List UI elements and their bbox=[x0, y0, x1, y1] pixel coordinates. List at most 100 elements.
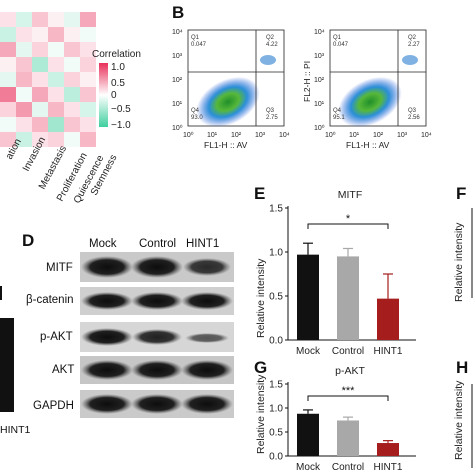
heatmap-cell bbox=[80, 12, 96, 27]
y-tick-label: 10⁴ bbox=[172, 29, 183, 36]
y-tick-label: 10² bbox=[314, 77, 325, 84]
heatmap-cell bbox=[64, 87, 80, 102]
colorbar-title: Correlation bbox=[92, 49, 141, 60]
colorbar-tick: 1.0 bbox=[111, 62, 125, 73]
bar-control bbox=[337, 420, 359, 456]
y-tick-label: 10⁰ bbox=[172, 124, 183, 132]
heatmap-cell bbox=[48, 72, 64, 87]
heatmap-cell bbox=[80, 72, 96, 87]
quadrant-label-q1-line: 0.047 bbox=[191, 42, 207, 48]
heatmap-cell bbox=[32, 57, 48, 72]
heatmap-cell bbox=[64, 42, 80, 57]
wb-row-label-gapdh: GAPDH bbox=[33, 400, 74, 412]
bar-hint1 bbox=[377, 298, 399, 340]
heatmap-cell bbox=[80, 42, 96, 57]
quadrant-label-q2-line: 4.22 bbox=[266, 42, 278, 48]
heatmap-cell bbox=[80, 102, 96, 117]
y-tick-label: 10¹ bbox=[314, 101, 325, 108]
heatmap-cell bbox=[64, 72, 80, 87]
y-tick-label: 10³ bbox=[314, 53, 325, 60]
heatmap-cell bbox=[32, 132, 48, 147]
heatmap-cell bbox=[32, 72, 48, 87]
heatmap-cell bbox=[16, 12, 32, 27]
quadrant-label-q4-line: Q4 bbox=[333, 108, 342, 114]
panel-label-g: G bbox=[254, 358, 268, 377]
heatmap-cell bbox=[48, 57, 64, 72]
panel-label-b: B bbox=[172, 3, 185, 22]
cell-population bbox=[196, 76, 260, 128]
heatmap-cell bbox=[64, 27, 80, 42]
significance-bracket bbox=[307, 395, 389, 401]
heatmap-grid bbox=[0, 12, 96, 147]
heatmap-cell bbox=[0, 102, 16, 117]
heatmap-cell bbox=[0, 87, 16, 102]
wb-strip-gapdh bbox=[80, 390, 234, 418]
chart-f-fragment: Relative intensity bbox=[453, 208, 473, 302]
wb-strip-p-akt bbox=[80, 322, 234, 352]
quadrant-label-q2-line: 2.27 bbox=[408, 42, 420, 48]
significance-bracket bbox=[307, 223, 389, 229]
y-axis-label: FL2-H :: PI bbox=[302, 61, 312, 102]
y-tick-label: 10⁴ bbox=[314, 29, 325, 36]
lane-label-hint1: HINT1 bbox=[186, 238, 220, 250]
heatmap-cell bbox=[48, 132, 64, 147]
significance-marker: *** bbox=[342, 385, 356, 397]
y-tick-label: 0.5 bbox=[269, 292, 283, 303]
x-tick-label: HINT1 bbox=[374, 462, 403, 473]
heatmap-cell bbox=[16, 72, 32, 87]
x-tick-label: Mock bbox=[296, 462, 321, 473]
quadrant-label-q2-line: Q2 bbox=[408, 35, 417, 41]
chart-title: MITF bbox=[338, 190, 363, 201]
colorbar-tick: 0 bbox=[111, 90, 117, 101]
y-axis-label: Relative intensity bbox=[453, 380, 465, 460]
heatmap-cell bbox=[48, 102, 64, 117]
y-tick-label: 10² bbox=[172, 77, 183, 84]
heatmap-cell bbox=[80, 57, 96, 72]
heatmap-cell bbox=[32, 102, 48, 117]
significance-marker: * bbox=[346, 213, 351, 225]
x-tick-label: 10¹ bbox=[207, 132, 218, 139]
chart-h-fragment: Relative intensity bbox=[453, 380, 473, 468]
wb-row-label-p-akt: p-AKT bbox=[40, 331, 73, 343]
heatmap-cell bbox=[80, 117, 96, 132]
heatmap-cell bbox=[16, 57, 32, 72]
colorbar-tick: −0.5 bbox=[111, 104, 131, 115]
y-tick-label: 0.0 bbox=[269, 336, 283, 347]
quadrant-label-q3-line: Q3 bbox=[266, 108, 275, 114]
heatmap-cell bbox=[64, 102, 80, 117]
heatmap-cell bbox=[64, 12, 80, 27]
x-tick-label: HINT1 bbox=[374, 346, 403, 357]
x-tick-label: 10³ bbox=[255, 132, 266, 139]
y-tick-label: 1.5 bbox=[269, 204, 283, 215]
x-tick-label: Control bbox=[332, 346, 364, 357]
x-tick-label: 10⁴ bbox=[421, 132, 432, 139]
heatmap-panel: Correlation 1.0 0.5 0 −0.5 −1.0 ation In… bbox=[0, 12, 141, 205]
colorbar-tick: −1.0 bbox=[111, 120, 131, 131]
heatmap-cell bbox=[0, 132, 16, 147]
heatmap-cell bbox=[16, 27, 32, 42]
quadrant-label-q4: Q4 93.0 bbox=[191, 108, 203, 121]
quadrant-label-q2-line: Q2 bbox=[266, 35, 275, 41]
quadrant-label-q4-line: Q4 bbox=[191, 108, 200, 114]
y-tick-label: 0.0 bbox=[269, 452, 283, 463]
quadrant-label-q4: Q4 95.1 bbox=[333, 108, 345, 121]
colorbar bbox=[99, 63, 108, 127]
x-tick-label: Control bbox=[332, 462, 364, 473]
y-tick-label: 10³ bbox=[172, 53, 183, 60]
lane-label-mock: Mock bbox=[89, 238, 117, 250]
wb-row-label-beta-catenin: β-catenin bbox=[26, 294, 74, 306]
quadrant-label-q3: Q3 2.75 bbox=[266, 108, 278, 121]
lane-label-control: Control bbox=[139, 238, 177, 250]
panel-label-f: F bbox=[456, 184, 467, 203]
x-axis-label: FL1-H :: AV bbox=[346, 140, 390, 150]
quadrant-label-q1: Q1 0.047 bbox=[333, 35, 349, 48]
heatmap-cell bbox=[32, 12, 48, 27]
heatmap-cell bbox=[0, 57, 16, 72]
wb-strip-mitf bbox=[80, 252, 234, 282]
heatmap-cell bbox=[80, 132, 96, 147]
panel-label-e: E bbox=[254, 184, 266, 203]
heatmap-cell bbox=[0, 72, 16, 87]
